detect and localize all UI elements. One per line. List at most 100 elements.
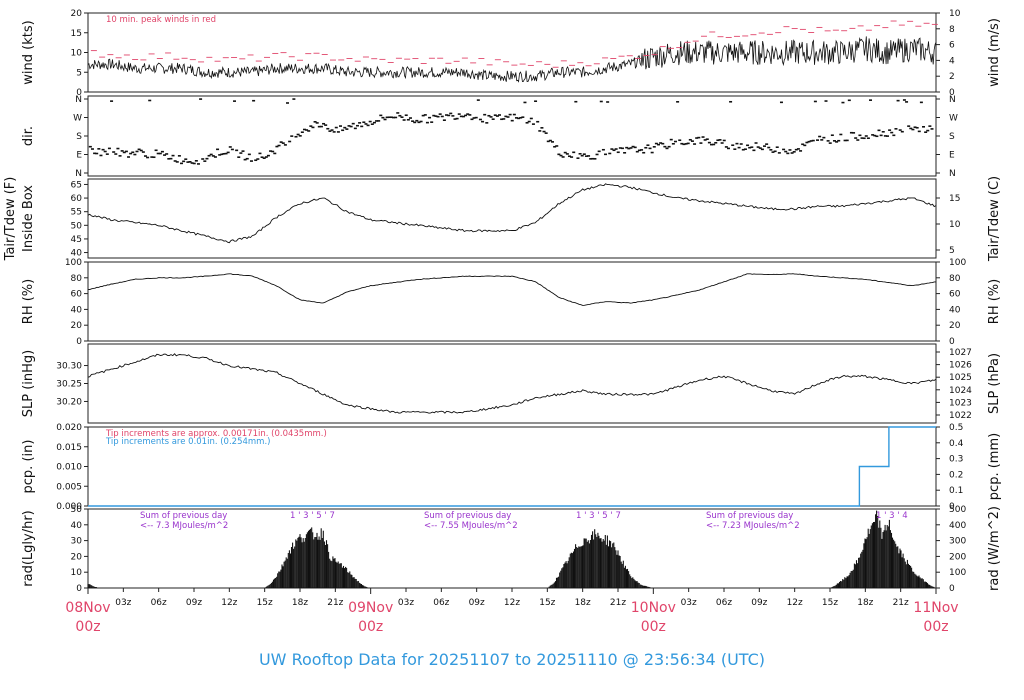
- rad-ytick-right-label: 0: [949, 584, 955, 594]
- slp-ytick-label: 30.30: [56, 362, 82, 372]
- x-tick-label: 09z: [751, 598, 767, 608]
- pcp-ytick-right-label: 0.4: [949, 439, 964, 449]
- rh-ytick-label: 20: [71, 321, 83, 331]
- rh-ytick-right-label: 0: [949, 337, 955, 347]
- panel-pcp: 0.000 0.005 0.010 0.015 0.020 0 0.1 0.2 0.3 0.4 0.…: [21, 423, 1002, 512]
- rad-ytick-right-label: 200: [949, 552, 966, 562]
- rad-total-label: Sum of previous day: [706, 511, 793, 521]
- x-tick-label: 21z: [893, 598, 909, 608]
- slp-ytick-label: 30.25: [56, 380, 82, 390]
- x-tick-label: 06z: [433, 598, 449, 608]
- pcp-annotation-2: Tip increments are 0.01in. (0.254mm.): [105, 437, 270, 447]
- slp-frame: [87, 343, 937, 424]
- rad-total-label: Sum of previous day: [424, 511, 511, 521]
- precip-line: [88, 426, 936, 507]
- rh-ytick-right-label: 100: [949, 258, 966, 268]
- wind-ytick-label: 5: [76, 68, 82, 78]
- dir-ytick-label: N: [75, 169, 82, 179]
- pcp-ytick-label: 0.005: [56, 482, 82, 492]
- panel-wind: 0 5 10 15 20 0 2 4 6 8 10 wind (kts) wind (m/s) 10 mi…: [21, 9, 1002, 98]
- x-tick-label: 06z: [151, 598, 167, 608]
- pcp-ytick-label: 0.000: [56, 502, 82, 512]
- wind-ytick-label: 0: [76, 88, 82, 98]
- pcp-annotation-1: Tip increments are approx. 0.00171in. (0…: [105, 429, 327, 439]
- x-tick-label: 12z: [787, 598, 803, 608]
- temp-ytick-right-label: 15: [949, 194, 960, 204]
- dir-ytick-label: E: [76, 151, 82, 161]
- dir-ytick-right-label: N: [949, 95, 956, 105]
- rad-ytick-label: 10: [71, 568, 83, 578]
- x-tick-label: 21z: [327, 598, 343, 608]
- slp-ylabel-left: SLP (inHg): [21, 350, 36, 418]
- x-tick-label: 21z: [610, 598, 626, 608]
- panel-slp: 30.20 30.25 30.30 1022 1023 1024 1025 1026 1027 S…: [21, 343, 1002, 424]
- temp-ytick-label: 55: [71, 208, 82, 218]
- x-tick-label: 03z: [681, 598, 697, 608]
- x-tick-label: 09z: [186, 598, 202, 608]
- rh-ylabel-left: RH (%): [21, 279, 36, 324]
- temp-ylabel-left-2: Inside Box: [21, 185, 36, 252]
- slp-ytick-right-label: 1027: [949, 348, 972, 358]
- panel-rh: 0 20 40 60 80 100 0 20 40 60 80 100 RH (%) RH (%): [21, 258, 1002, 347]
- x-tick-label: 15z: [539, 598, 555, 608]
- slp-ytick-right-label: 1026: [949, 361, 972, 371]
- x-tick-label: 18z: [575, 598, 591, 608]
- pcp-ytick-label: 0.020: [56, 423, 82, 433]
- rad-ytick-label: 50: [71, 505, 83, 515]
- wind-ytick-label: 20: [71, 9, 83, 19]
- pcp-ytick-right-label: 0.5: [949, 423, 963, 433]
- dir-ytick-label: S: [76, 132, 82, 142]
- rh-ytick-right-label: 80: [949, 274, 961, 284]
- slp-ytick-right-label: 1022: [949, 411, 972, 421]
- rad-ytick-right-label: 400: [949, 521, 966, 531]
- rh-ytick-label: 60: [71, 290, 83, 300]
- x-tick-label: 09z: [469, 598, 485, 608]
- rh-ytick-label: 80: [71, 274, 83, 284]
- dir-ytick-label: W: [73, 114, 82, 124]
- wind-ytick-right-label: 0: [949, 88, 955, 98]
- rad-hour-labels: 1 ' 3 ' 5 ' 7: [290, 511, 335, 521]
- day-label-time: 00z: [923, 619, 948, 635]
- chart-title: UW Rooftop Data for 20251107 to 20251110…: [259, 650, 765, 669]
- pcp-ytick-label: 0.010: [56, 463, 82, 473]
- pcp-ytick-right-label: 0: [949, 502, 955, 512]
- slp-ylabel-right: SLP (hPa): [987, 353, 1002, 414]
- temp-line: [87, 183, 937, 244]
- rad-ytick-label: 30: [71, 537, 83, 547]
- rh-ytick-label: 0: [76, 337, 82, 347]
- rh-ytick-label: 100: [65, 258, 82, 268]
- x-tick-label: 06z: [716, 598, 732, 608]
- pcp-ylabel-right: pcp. (mm): [987, 433, 1002, 500]
- day-label-date: 08Nov: [65, 600, 110, 616]
- x-tick-label: 03z: [398, 598, 414, 608]
- dir-ytick-right-label: W: [949, 114, 958, 124]
- rh-frame: [87, 261, 937, 342]
- day-label-time: 00z: [358, 619, 383, 635]
- temp-ylabel-right: Tair/Tdew (C): [987, 176, 1002, 262]
- rad-total-value: <-- 7.55 MJoules/m^2: [424, 521, 518, 531]
- temp-ytick-label: 40: [71, 249, 83, 259]
- wind-ytick-right-label: 8: [949, 25, 955, 35]
- rh-ytick-right-label: 60: [949, 290, 961, 300]
- day-label-time: 00z: [75, 619, 100, 635]
- rad-ytick-right-label: 100: [949, 568, 966, 578]
- rh-ytick-label: 40: [71, 305, 83, 315]
- wind-ytick-label: 10: [71, 49, 83, 59]
- rh-ytick-right-label: 20: [949, 321, 961, 331]
- wind-ytick-right-label: 6: [949, 41, 955, 51]
- temp-ytick-label: 60: [71, 194, 83, 204]
- pcp-ytick-right-label: 0.1: [949, 486, 963, 496]
- pcp-ytick-label: 0.015: [56, 443, 82, 453]
- x-tick-label: 15z: [257, 598, 273, 608]
- dir-frame: [87, 95, 937, 177]
- x-tick-label: 15z: [822, 598, 838, 608]
- x-tick-label: 12z: [504, 598, 520, 608]
- rad-ylabel-left: rad(Lgly/hr): [21, 510, 36, 586]
- slp-ytick-right-label: 1024: [949, 386, 972, 396]
- wind-ytick-label: 15: [71, 29, 82, 39]
- wind-ytick-right-label: 2: [949, 72, 955, 82]
- slp-ytick-right-label: 1025: [949, 373, 972, 383]
